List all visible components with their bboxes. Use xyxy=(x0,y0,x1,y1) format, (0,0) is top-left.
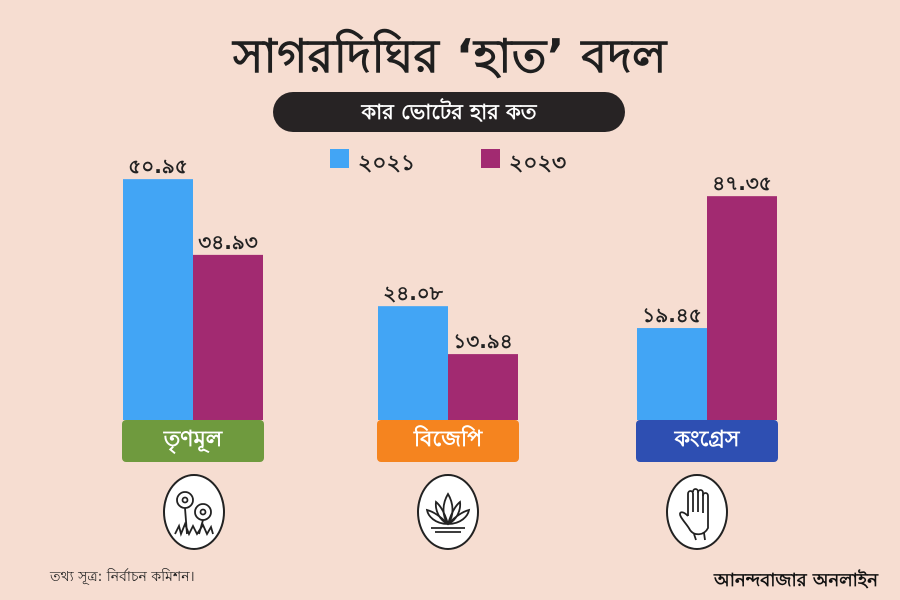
category-label-tmc: তৃণমূল xyxy=(122,420,264,462)
grass-flower-icon xyxy=(163,474,225,550)
data-label-2023-cat2: ৪৭.৩৫ xyxy=(712,171,772,195)
category-label-bjp: বিজেপি xyxy=(377,420,519,462)
source-note: তথ্য সূত্র: নির্বাচন কমিশন। xyxy=(50,569,195,585)
data-label-2023-cat1: ১৩.৯৪ xyxy=(453,329,513,353)
lotus-icon xyxy=(417,474,479,550)
bar-2021-cat0 xyxy=(123,179,193,420)
data-label-2021-cat2: ১৯.৪৫ xyxy=(642,303,702,327)
data-label-2021-cat0: ৫০.৯৫ xyxy=(128,154,188,178)
hand-icon xyxy=(666,474,728,550)
data-label-2021-cat1: ২৪.০৮ xyxy=(383,281,444,305)
chart-title: সাগরদিঘির ‘হাত’ বদল xyxy=(233,29,667,83)
bar-2021-cat2 xyxy=(637,328,707,420)
legend-label-2023: ২০২৩ xyxy=(509,151,567,176)
legend-label-2021: ২০২১ xyxy=(358,151,416,176)
bar-2023-cat0 xyxy=(193,254,263,420)
legend-swatch-2023 xyxy=(481,149,500,168)
bar-2023-cat2 xyxy=(707,196,777,420)
data-label-2023-cat0: ৩৪.৯৩ xyxy=(198,230,258,254)
chart-subtitle: কার ভোটের হার কত xyxy=(273,92,625,132)
brand-logo: আনন্দবাজার অনলাইন xyxy=(714,570,878,591)
legend-swatch-2021 xyxy=(330,149,349,168)
bar-2023-cat1 xyxy=(448,354,518,420)
category-label-congress: কংগ্রেস xyxy=(636,420,778,462)
bar-2021-cat1 xyxy=(378,306,448,420)
